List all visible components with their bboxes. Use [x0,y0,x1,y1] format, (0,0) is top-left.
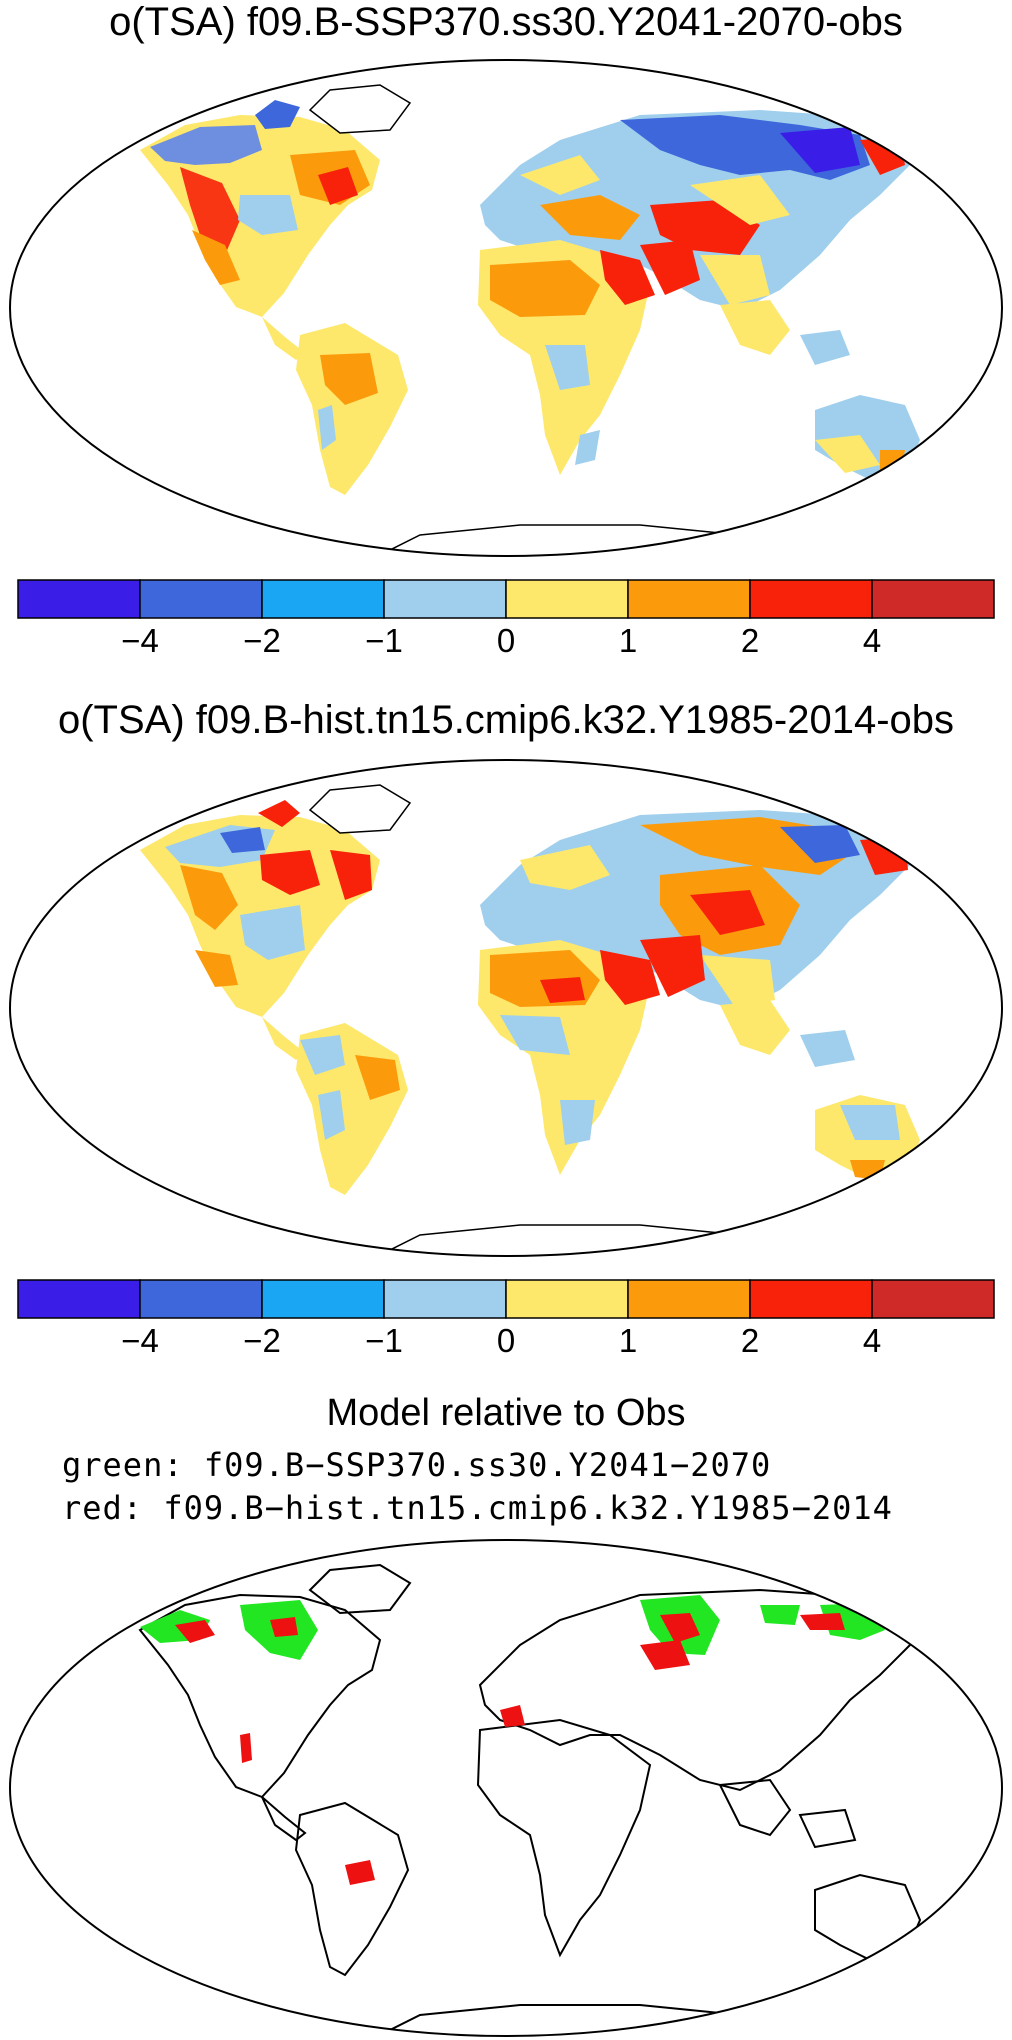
colorbar-tick-label: −2 [243,622,281,659]
colorbar-cell [627,579,751,619]
colorbar-tick-label: 1 [619,622,637,659]
colorbar-cell [261,579,385,619]
colorbar-tick-label: 0 [497,622,515,659]
colorbar-cell [627,1279,751,1319]
colorbar-cell [505,1279,629,1319]
colorbar-cell [261,1279,385,1319]
colorbar-cell [505,579,629,619]
panel2-land-anomaly [140,784,920,1256]
colorbar-cell [749,1279,873,1319]
panel2-colorbar-cells [17,1279,995,1319]
panel2-map [9,759,1003,1257]
colorbar-cell [383,1279,507,1319]
comparison-title: Model relative to Obs [326,1392,686,1434]
colorbar-cell [139,579,263,619]
comparison-red-regions [175,1613,845,1885]
comparison-map [9,1539,1003,2037]
colorbar-tick-label: −1 [365,622,403,659]
colorbar-tick-label: 4 [863,622,881,659]
colorbar-tick-label: −4 [121,622,159,659]
colorbar-cell [17,579,141,619]
panel2-colorbar-labels: −4 −2 −1 0 1 2 4 [121,1322,881,1359]
colorbar-tick-label: 0 [497,1322,515,1359]
colorbar-tick-label: 4 [863,1322,881,1359]
colorbar-cell [749,579,873,619]
colorbar-tick-label: −4 [121,1322,159,1359]
comparison-green-regions [140,1595,885,1660]
panel2-colorbar: −4 −2 −1 0 1 2 4 [17,1279,995,1359]
panel1-map [9,59,1003,557]
colorbar-cell [139,1279,263,1319]
colorbar-cell [871,1279,995,1319]
panel1-colorbar-labels: −4 −2 −1 0 1 2 4 [121,622,881,659]
comparison-red-label: red: f09.B−hist.tn15.cmip6.k32.Y1985−201… [62,1489,893,1527]
panel1-title: o(TSA) f09.B-SSP370.ss30.Y2041-2070-obs [109,0,903,44]
panel1-land-anomaly [140,84,920,556]
colorbar-cell [383,579,507,619]
colorbar-cell [871,579,995,619]
colorbar-tick-label: 2 [741,1322,759,1359]
panel1-colorbar-cells [17,579,995,619]
colorbar-tick-label: −1 [365,1322,403,1359]
colorbar-cell [17,1279,141,1319]
colorbar-tick-label: 1 [619,1322,637,1359]
comparison-green-label: green: f09.B−SSP370.ss30.Y2041−2070 [62,1446,772,1484]
colorbar-tick-label: 2 [741,622,759,659]
colorbar-tick-label: −2 [243,1322,281,1359]
panel1-colorbar: −4 −2 −1 0 1 2 4 [17,579,995,659]
panel2-title: o(TSA) f09.B-hist.tn15.cmip6.k32.Y1985-2… [57,698,955,742]
